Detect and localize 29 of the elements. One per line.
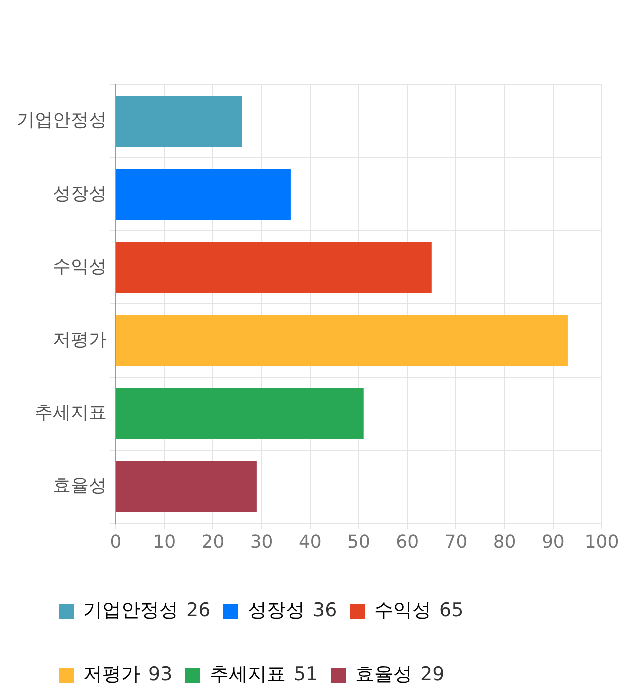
legend-label: 저평가: [84, 663, 140, 686]
x-tick-label: 70: [444, 532, 468, 553]
x-tick-label: 50: [348, 532, 370, 553]
legend-label: 성장성: [248, 599, 305, 622]
legend-label: 기업안정성: [84, 599, 178, 622]
x-tick-label: 10: [153, 532, 176, 553]
legend-label: 효율성: [356, 663, 412, 686]
text: 65: [440, 599, 464, 622]
y-tick-label: 성장성: [53, 183, 107, 204]
x-tick-label: 40: [298, 532, 322, 553]
text: 51: [294, 663, 318, 686]
x-tick-label: 20: [202, 532, 225, 553]
text: 26: [186, 599, 211, 622]
y-tick-label: 기업안정성: [17, 110, 107, 132]
x-tick-label: 90: [542, 532, 565, 553]
x-tick-label: 0: [110, 532, 122, 553]
y-tick-label: 추세지표: [35, 402, 107, 424]
x-tick-label: 30: [250, 532, 274, 553]
y-tick-label: 저평가: [53, 329, 107, 350]
legend-label: 수익성: [374, 599, 432, 622]
text: 93: [148, 663, 173, 686]
x-tick-label: 100: [584, 532, 620, 553]
y-tick-label: 수익성: [53, 256, 107, 278]
x-tick-label: 60: [396, 532, 420, 553]
x-tick-label: 80: [493, 532, 516, 553]
legend-label: 추세지표: [210, 663, 286, 686]
text: 36: [313, 599, 338, 622]
text: 29: [420, 663, 445, 686]
y-tick-label: 효율성: [53, 476, 107, 497]
